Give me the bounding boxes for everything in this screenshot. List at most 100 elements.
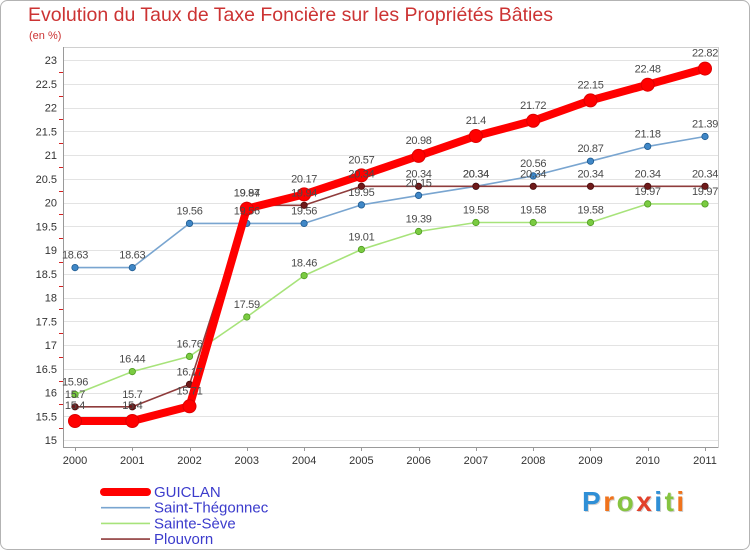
x-tick-label-2008: 2008 [521, 455, 545, 467]
legend-item-sainte-seve: Sainte-Sève [101, 515, 236, 532]
data-point-guiclan-2009 [583, 93, 598, 108]
series-line-plouvorn [74, 185, 706, 408]
value-label-saint-thegonnec-2001: 18.63 [119, 250, 145, 262]
x-tick-label-2005: 2005 [349, 455, 373, 467]
x-tick-label-2007: 2007 [464, 455, 488, 467]
x-tick-label-2010: 2010 [635, 455, 659, 467]
data-point-sainte-seve-2008 [529, 218, 537, 227]
logo-letter: P [582, 486, 604, 517]
logo-letter: i [654, 486, 665, 517]
value-label-sainte-seve-2011: 19.97 [692, 186, 718, 198]
value-label-guiclan-2001: 15.4 [122, 400, 142, 412]
value-label-sainte-seve-2008: 19.58 [520, 205, 546, 217]
value-label-sainte-seve-2000: 15.96 [62, 376, 88, 388]
data-point-guiclan-2007 [468, 129, 483, 143]
data-point-plouvorn-2008 [529, 182, 537, 190]
data-point-guiclan-2000 [68, 414, 82, 428]
value-label-plouvorn-2000: 15.7 [65, 389, 85, 401]
data-point-plouvorn-2007 [472, 182, 480, 190]
x-axis: 2000 2001 2002 2003 2004 2005 2006 2007 2008 2009… [63, 447, 718, 467]
value-label-guiclan-2000: 15.4 [65, 400, 85, 412]
series-line-sainte-seve [74, 203, 706, 396]
y-axis: 15 15.5 16 16.5 17 17.5 18 18.5 19 19.5 20 20.5 21 21… [36, 47, 64, 448]
x-tick-label-2009: 2009 [578, 455, 602, 467]
y-tick-label-15: 15 [45, 435, 57, 447]
value-label-sainte-seve-2002: 16.76 [176, 338, 202, 350]
value-label-guiclan-2006: 20.98 [406, 135, 432, 147]
value-label-saint-thegonnec-2009: 20.87 [577, 143, 603, 155]
value-label-plouvorn-2007: 20.34 [463, 168, 489, 180]
series-sainte-seve [71, 200, 709, 398]
data-point-saint-thegonnec-2002 [185, 219, 194, 227]
value-label-plouvorn-2011: 20.34 [692, 168, 718, 180]
data-point-sainte-seve-2004 [300, 271, 308, 280]
data-point-sainte-seve-2010 [644, 200, 652, 208]
value-label-saint-thegonnec-2002: 19.56 [176, 205, 202, 217]
y-tick-label-17-5: 17.5 [36, 316, 57, 328]
data-point-guiclan-2010 [640, 77, 655, 92]
data-point-sainte-seve-2009 [586, 218, 595, 227]
value-label-guiclan-2005: 20.57 [348, 154, 374, 166]
data-point-saint-thegonnec-2004 [300, 219, 308, 227]
value-label-guiclan-2010: 22.48 [635, 64, 661, 76]
data-point-plouvorn-2011 [701, 182, 709, 190]
y-tick-label-19: 19 [45, 245, 57, 257]
data-point-guiclan-2008 [526, 113, 541, 128]
y-tick-label-16-5: 16.5 [36, 364, 57, 376]
x-tick-label-2006: 2006 [406, 455, 430, 467]
value-labels: 15.4 15.4 15.71 19.87 20.17 20.57 20.98 21.4 21.… [62, 48, 719, 412]
chart-title: Evolution du Taux de Taxe Foncière sur l… [28, 4, 553, 26]
y-tick-label-20: 20 [45, 198, 57, 210]
x-tick-label-2002: 2002 [177, 455, 201, 467]
legend: GUICLANSaint-ThégonnecSainte-SèvePlouvor… [100, 484, 269, 548]
value-label-guiclan-2009: 22.15 [577, 79, 603, 91]
plot-area [63, 47, 719, 448]
data-point-sainte-seve-2006 [414, 227, 423, 236]
value-label-plouvorn-2003: 19.94 [234, 187, 260, 199]
value-label-saint-thegonnec-2000: 18.63 [62, 250, 88, 262]
data-point-guiclan-2002 [182, 399, 197, 414]
data-point-sainte-seve-2003 [243, 313, 251, 321]
data-point-guiclan-2003 [239, 201, 254, 216]
value-label-sainte-seve-2005: 19.01 [348, 232, 374, 244]
value-label-sainte-seve-2009: 19.58 [577, 205, 603, 217]
value-label-guiclan-2004: 20.17 [291, 173, 317, 185]
data-point-guiclan-2001 [125, 414, 140, 428]
value-label-saint-thegonnec-2011: 21.39 [692, 119, 718, 131]
value-label-sainte-seve-2003: 17.59 [234, 299, 260, 311]
value-label-plouvorn-2001: 15.7 [122, 389, 142, 401]
y-tick-label-15-5: 15.5 [36, 411, 57, 423]
value-label-sainte-seve-2010: 19.97 [635, 186, 661, 198]
value-label-guiclan-2007: 21.4 [466, 115, 486, 127]
value-label-plouvorn-2002: 16.17 [176, 366, 202, 378]
data-point-plouvorn-2009 [586, 182, 595, 190]
data-point-plouvorn-2001 [128, 403, 136, 411]
data-point-saint-thegonnec-2005 [357, 201, 365, 209]
data-point-sainte-seve-2005 [357, 245, 365, 254]
y-tick-label-17: 17 [45, 340, 57, 352]
logo-letter: o [616, 486, 637, 517]
y-tick-label-23: 23 [45, 55, 57, 67]
data-point-saint-thegonnec-2008 [529, 172, 537, 180]
data-point-sainte-seve-2000 [71, 390, 79, 398]
data-point-saint-thegonnec-2001 [128, 263, 136, 272]
value-label-sainte-seve-2004: 18.46 [291, 258, 317, 270]
value-label-saint-thegonnec-2006: 20.15 [406, 177, 432, 189]
data-point-plouvorn-2005 [357, 182, 365, 190]
value-label-saint-thegonnec-2005: 19.95 [348, 187, 374, 199]
proxiti-logo: Proxiti [582, 486, 687, 518]
value-label-saint-thegonnec-2007: 20.34 [463, 168, 489, 180]
legend-label-plouvorn: Plouvorn [154, 531, 213, 548]
horizontal-gridlines [63, 60, 718, 441]
x-tick-label-2004: 2004 [292, 455, 316, 467]
data-point-plouvorn-2010 [644, 182, 652, 190]
y-tick-label-21: 21 [45, 150, 57, 162]
data-point-sainte-seve-2011 [701, 200, 709, 208]
y-tick-label-19-5: 19.5 [36, 221, 57, 233]
value-label-sainte-seve-2006: 19.39 [406, 214, 432, 226]
value-label-plouvorn-2004: 19.94 [291, 187, 317, 199]
value-label-guiclan-2008: 21.72 [520, 100, 546, 112]
value-label-guiclan-2002: 15.71 [176, 385, 202, 397]
